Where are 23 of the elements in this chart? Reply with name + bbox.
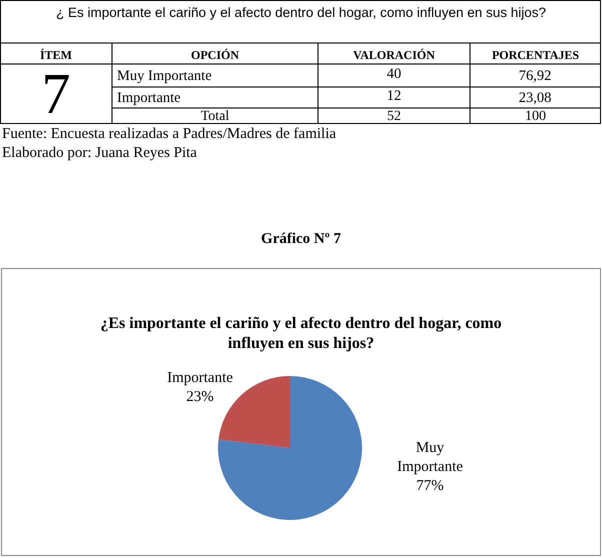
data-label: 23% xyxy=(186,389,214,405)
source-note: Fuente: Encuesta realizadas a Padres/Madres de familia xyxy=(2,126,336,142)
data-label: 77% xyxy=(416,478,444,494)
text: 76,92 xyxy=(518,68,552,84)
text: VALORACIÓN xyxy=(353,48,436,62)
chart-title: ¿Es importante el cariño y el afecto dentro del hogar, como influyen en sus hijos? xyxy=(100,315,502,352)
text: 100 xyxy=(525,109,546,124)
text: Muy Importante xyxy=(117,68,212,84)
text: 12 xyxy=(386,88,402,104)
text: Importante xyxy=(117,90,181,106)
text: 7 xyxy=(42,61,70,126)
text: Total xyxy=(200,109,230,124)
text: 40 xyxy=(386,66,402,82)
text: PORCENTAJES xyxy=(492,48,580,62)
slice-label: Importante xyxy=(167,370,234,386)
text: 23,08 xyxy=(518,90,552,106)
text: OPCIÓN xyxy=(191,48,240,62)
text: ÍTEM xyxy=(40,48,72,62)
text: Elaborado por: Juana Reyes Pita xyxy=(2,145,198,161)
text: ¿ Es importante el cariño y el afecto dentro del hogar, como influyen en sus hijos? xyxy=(56,5,546,20)
text: Gráfico Nº 7 xyxy=(261,231,342,247)
text: 52 xyxy=(387,109,401,124)
slice-label: Muy Importante xyxy=(397,440,464,475)
